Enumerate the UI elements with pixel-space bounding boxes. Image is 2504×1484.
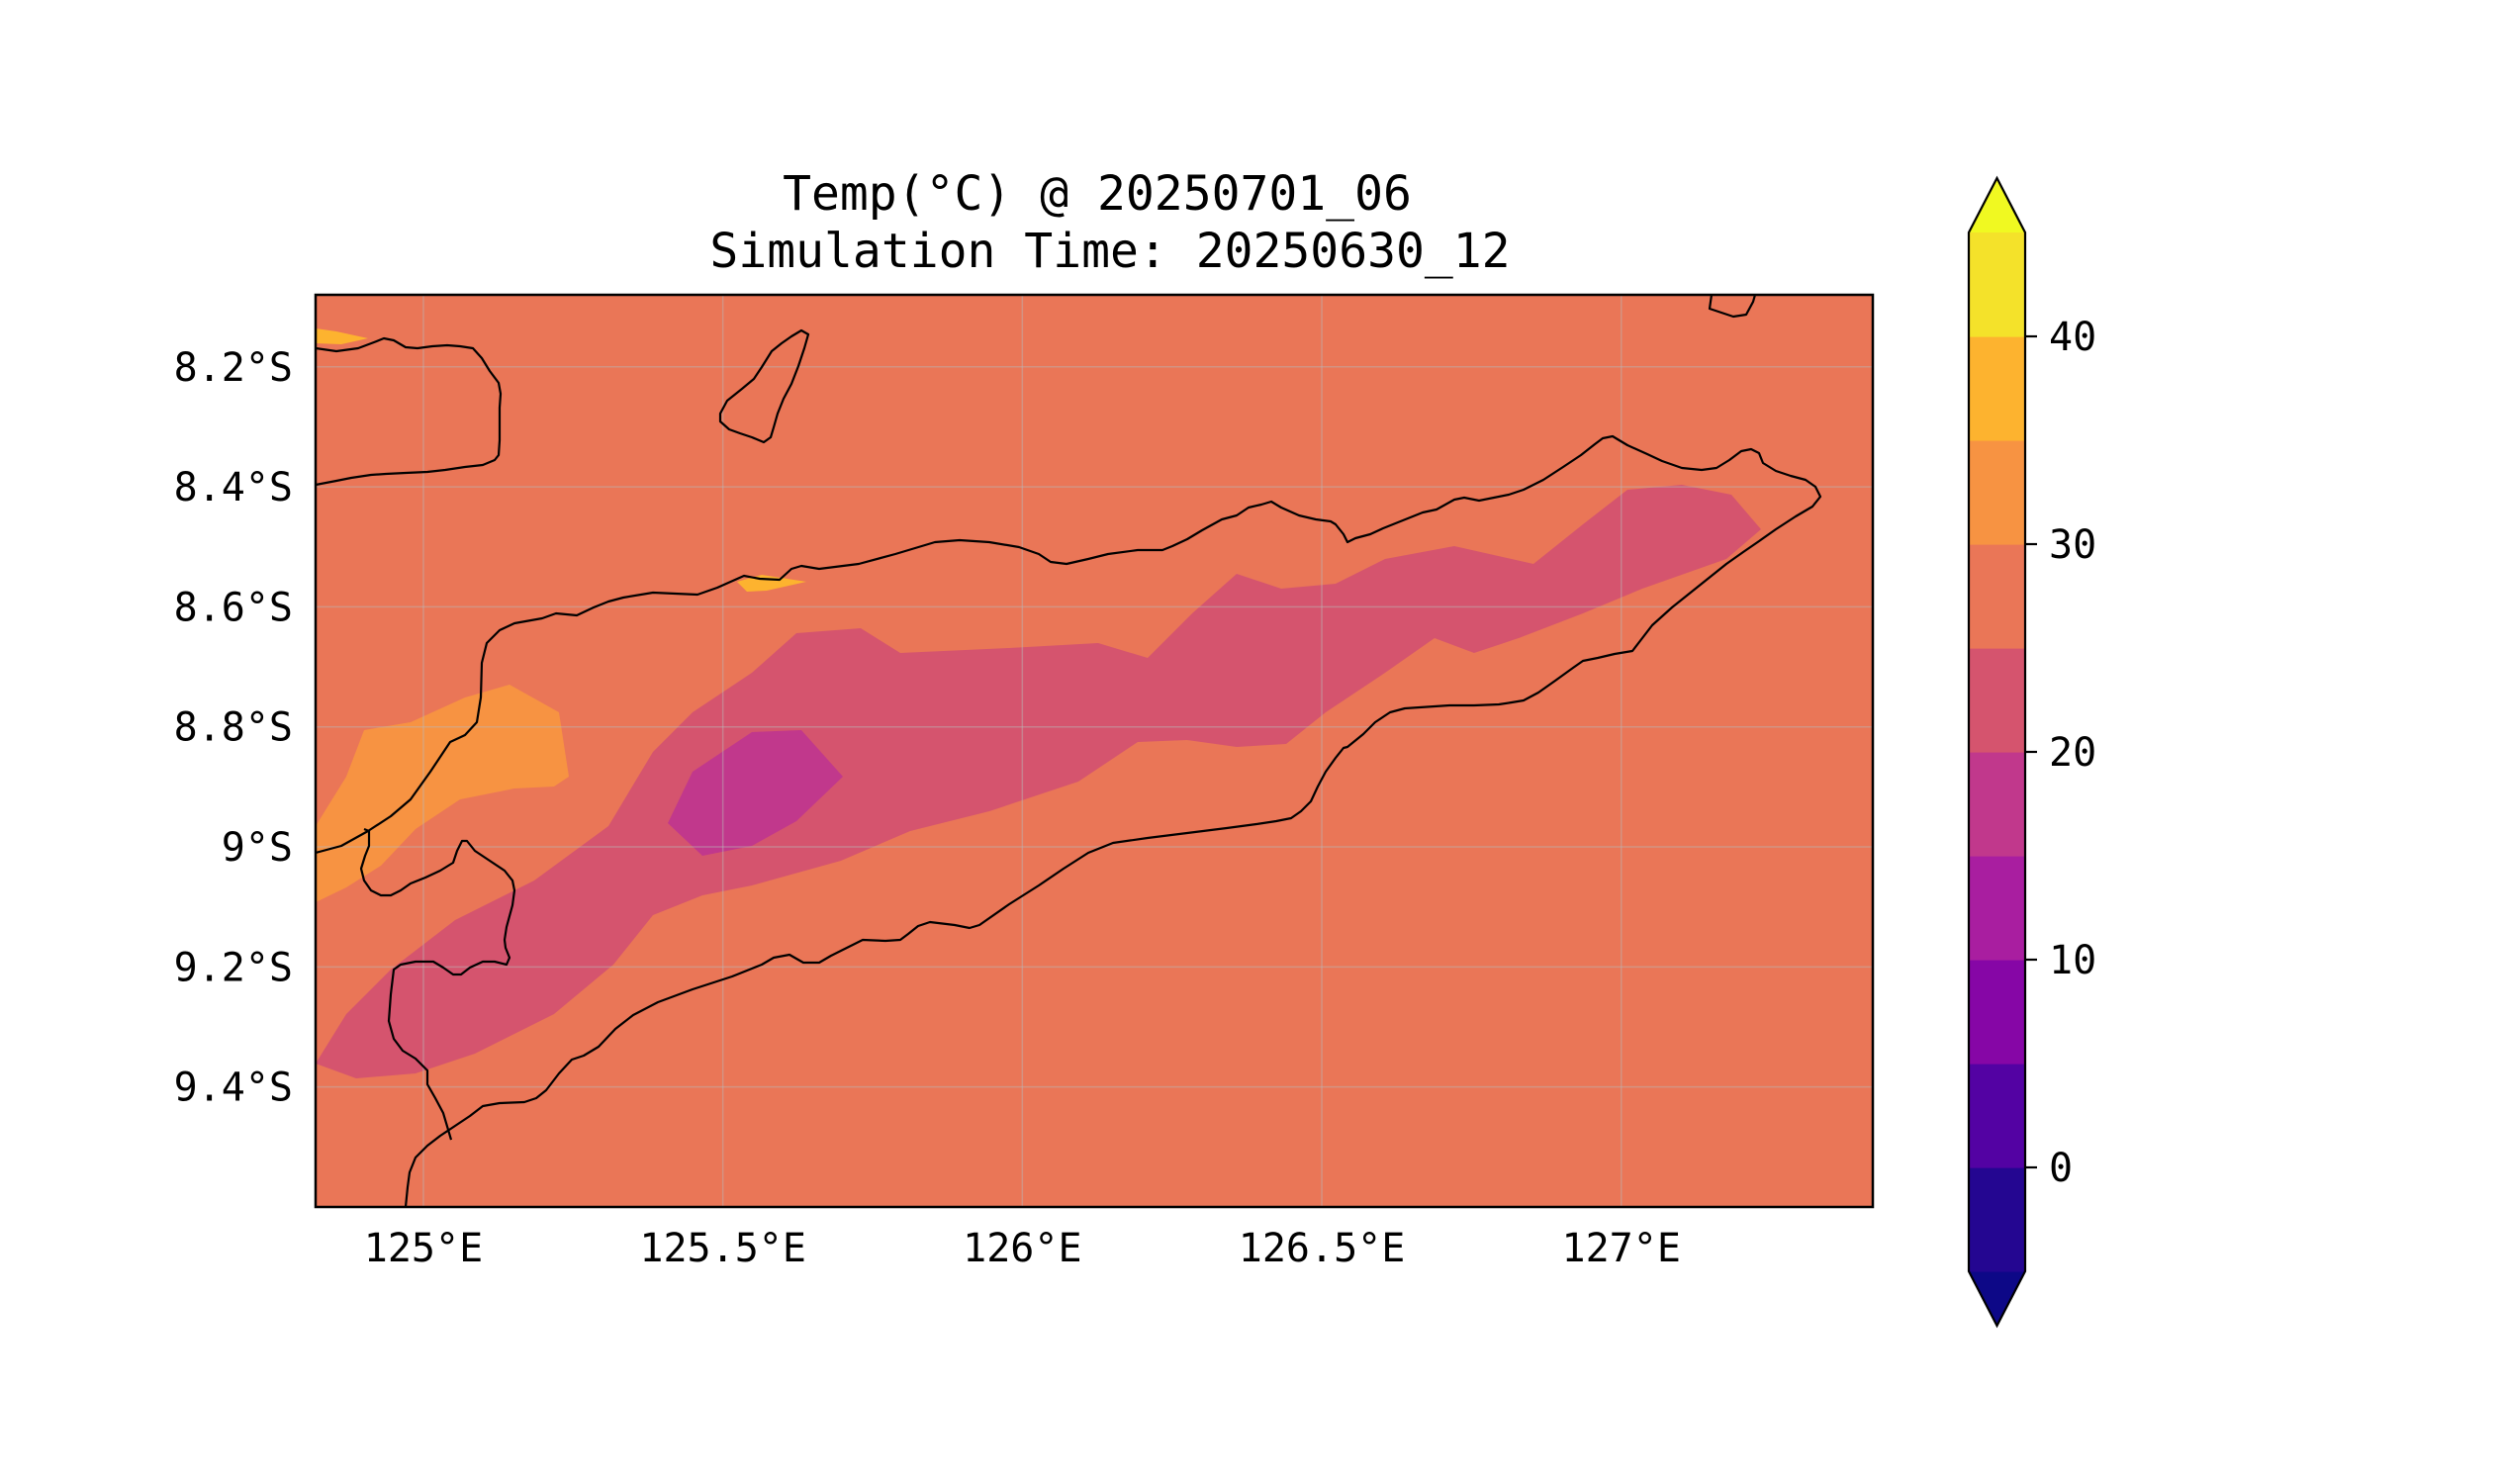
colorbar-segment (1969, 1167, 2025, 1272)
colorbar-tick-label: 30 (2049, 522, 2096, 568)
colorbar-segment (1969, 960, 2025, 1065)
coastline-enclave (359, 827, 516, 1141)
lon-tick-label: 125°E (364, 1226, 483, 1271)
colorbar-segment (1969, 752, 2025, 857)
coastline-timor-north (316, 434, 1822, 1207)
longitude-axis: 125°E 125.5°E 126°E 126.5°E 127°E (364, 1226, 1681, 1271)
lon-tick-label: 126°E (963, 1226, 1081, 1271)
map-panel (316, 295, 1873, 1207)
coastline-alor (316, 336, 503, 487)
colorbar-extend-min (1969, 1271, 2025, 1326)
colorbar-segment (1969, 336, 2025, 441)
coastlines (316, 295, 1822, 1207)
colorbar-outline (1967, 175, 2027, 1329)
lat-tick-label: 9.4°S (174, 1066, 293, 1111)
lat-tick-label: 9°S (222, 825, 293, 871)
colorbar-segment (1969, 544, 2025, 649)
lat-tick-label: 9.2°S (174, 945, 293, 990)
lat-tick-label: 8.4°S (174, 465, 293, 510)
colorbar-segment (1969, 1064, 2025, 1168)
colorbar-segment (1969, 232, 2025, 337)
colorbar-segment (1969, 856, 2025, 961)
lon-tick-label: 125.5°E (639, 1226, 806, 1271)
colorbar-tick-label: 40 (2049, 315, 2096, 360)
lat-tick-label: 8.2°S (174, 345, 293, 391)
colorbar-segment (1969, 648, 2025, 753)
map-title-line1: Temp(°C) @ 20250701_06 (783, 166, 1412, 222)
map-frame (314, 293, 1875, 1209)
coastline-northeast-island (1708, 295, 1757, 319)
contour-band-20-25 (316, 485, 1761, 1078)
colorbar: 0 10 20 30 40 (1967, 175, 2096, 1329)
lon-tick-label: 127°E (1562, 1226, 1681, 1271)
contour-band-35-40-coast (737, 575, 806, 592)
map-grid (316, 295, 1873, 1207)
map-title-line2: Simulation Time: 20250630_12 (709, 224, 1510, 279)
latitude-axis: 8.2°S 8.4°S 8.6°S 8.8°S 9°S 9.2°S 9.4°S (174, 345, 293, 1111)
colorbar-tick-label: 0 (2049, 1146, 2073, 1191)
colorbar-tick-label: 20 (2049, 730, 2096, 776)
colorbar-segment (1969, 440, 2025, 545)
coastline-atauro (718, 328, 810, 444)
colorbar-extend-max (1969, 178, 2025, 232)
contour-band-30-35 (316, 685, 569, 902)
temperature-contours (316, 328, 1761, 1078)
contour-band-15-20 (668, 730, 843, 856)
colorbar-tick-label: 10 (2049, 938, 2096, 983)
lat-tick-label: 8.8°S (174, 705, 293, 751)
lat-tick-label: 8.6°S (174, 585, 293, 630)
lon-tick-label: 126.5°E (1239, 1226, 1406, 1271)
contour-band-35-40-north (316, 328, 368, 344)
